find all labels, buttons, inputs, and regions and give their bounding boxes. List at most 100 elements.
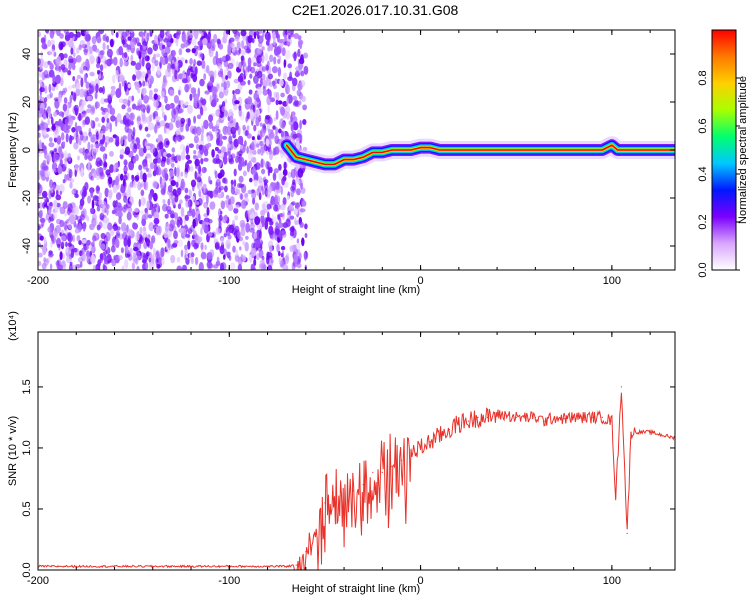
noise-speckle — [208, 70, 215, 78]
noise-speckle — [170, 244, 174, 249]
noise-speckle — [122, 98, 128, 105]
noise-speckle — [201, 125, 205, 135]
noise-speckle — [67, 85, 73, 90]
snr-plot-area — [38, 332, 675, 570]
noise-speckle — [58, 264, 63, 270]
noise-speckle — [69, 181, 73, 189]
noise-speckle — [175, 154, 179, 161]
noise-speckle — [239, 219, 246, 229]
colorbar-tick-label: 0.0 — [697, 262, 709, 277]
noise-speckle — [141, 218, 147, 227]
snr-data-point — [506, 414, 508, 416]
noise-speckle — [108, 189, 113, 199]
noise-speckle — [272, 216, 278, 224]
noise-speckle — [114, 177, 120, 185]
noise-speckle — [84, 30, 90, 35]
noise-speckle — [128, 118, 132, 128]
noise-speckle — [279, 78, 284, 87]
noise-speckle — [148, 114, 153, 122]
snr-data-point — [582, 416, 584, 418]
noise-speckle — [277, 237, 281, 243]
noise-speckle — [274, 181, 281, 191]
noise-speckle — [257, 148, 261, 155]
noise-speckle — [177, 165, 181, 175]
noise-speckle — [244, 130, 248, 137]
noise-speckle — [149, 89, 153, 97]
noise-speckle — [267, 104, 270, 114]
noise-speckle — [184, 164, 191, 173]
noise-speckle — [96, 130, 99, 140]
noise-speckle — [60, 41, 66, 48]
snr-data-point — [266, 565, 269, 567]
noise-speckle — [257, 47, 262, 55]
noise-speckle — [197, 40, 203, 46]
noise-speckle — [62, 179, 66, 184]
noise-speckle — [102, 85, 105, 95]
noise-speckle — [245, 222, 251, 233]
noise-speckle — [274, 225, 281, 235]
noise-speckle — [215, 50, 219, 60]
noise-speckle — [298, 57, 305, 65]
noise-speckle — [140, 210, 144, 215]
snr-data-point — [324, 502, 326, 504]
noise-speckle — [65, 133, 69, 143]
noise-speckle — [95, 157, 102, 165]
noise-speckle — [50, 240, 53, 248]
noise-speckle — [189, 83, 193, 89]
noise-speckle — [258, 249, 264, 259]
noise-speckle — [275, 221, 279, 227]
noise-speckle — [176, 219, 181, 228]
noise-speckle — [184, 244, 188, 251]
noise-speckle — [74, 169, 77, 177]
noise-speckle — [294, 72, 301, 77]
noise-speckle — [208, 232, 213, 237]
noise-speckle — [38, 31, 41, 38]
noise-speckle — [114, 238, 120, 248]
noise-speckle — [89, 55, 95, 64]
noise-speckle — [227, 46, 232, 56]
noise-speckle — [43, 44, 48, 49]
noise-speckle — [83, 49, 88, 56]
noise-speckle — [235, 122, 239, 131]
noise-speckle — [180, 207, 185, 217]
noise-speckle — [256, 86, 263, 96]
noise-speckle — [214, 70, 217, 79]
noise-speckle — [87, 141, 91, 151]
noise-speckle — [75, 55, 82, 63]
noise-speckle — [96, 186, 101, 192]
noise-speckle — [293, 51, 297, 62]
noise-speckle — [146, 55, 150, 61]
noise-speckle — [107, 222, 113, 231]
noise-speckle — [260, 158, 264, 169]
noise-speckle — [83, 65, 88, 71]
noise-speckle — [193, 93, 199, 104]
snr-data-point — [486, 416, 489, 418]
noise-speckle — [91, 222, 95, 229]
noise-speckle — [253, 31, 257, 40]
noise-speckle — [213, 33, 218, 43]
noise-speckle — [158, 141, 164, 150]
noise-speckle — [232, 90, 235, 95]
noise-speckle — [115, 135, 120, 145]
noise-speckle — [95, 167, 100, 177]
noise-speckle — [208, 49, 214, 58]
noise-speckle — [145, 167, 149, 172]
noise-speckle — [272, 147, 277, 156]
noise-speckle — [64, 209, 68, 217]
noise-speckle — [244, 69, 248, 77]
noise-speckle — [167, 198, 171, 206]
snr-data-point — [439, 435, 441, 437]
noise-speckle — [59, 232, 63, 237]
noise-speckle — [239, 39, 246, 49]
noise-speckle — [90, 175, 94, 181]
noise-speckle — [42, 202, 46, 209]
noise-speckle — [90, 188, 94, 198]
noise-speckle — [249, 222, 255, 230]
noise-speckle — [89, 46, 93, 55]
noise-speckle — [85, 81, 90, 89]
noise-speckle — [247, 65, 250, 73]
noise-speckle — [66, 102, 69, 113]
noise-speckle — [245, 235, 249, 240]
noise-speckle — [83, 73, 87, 81]
